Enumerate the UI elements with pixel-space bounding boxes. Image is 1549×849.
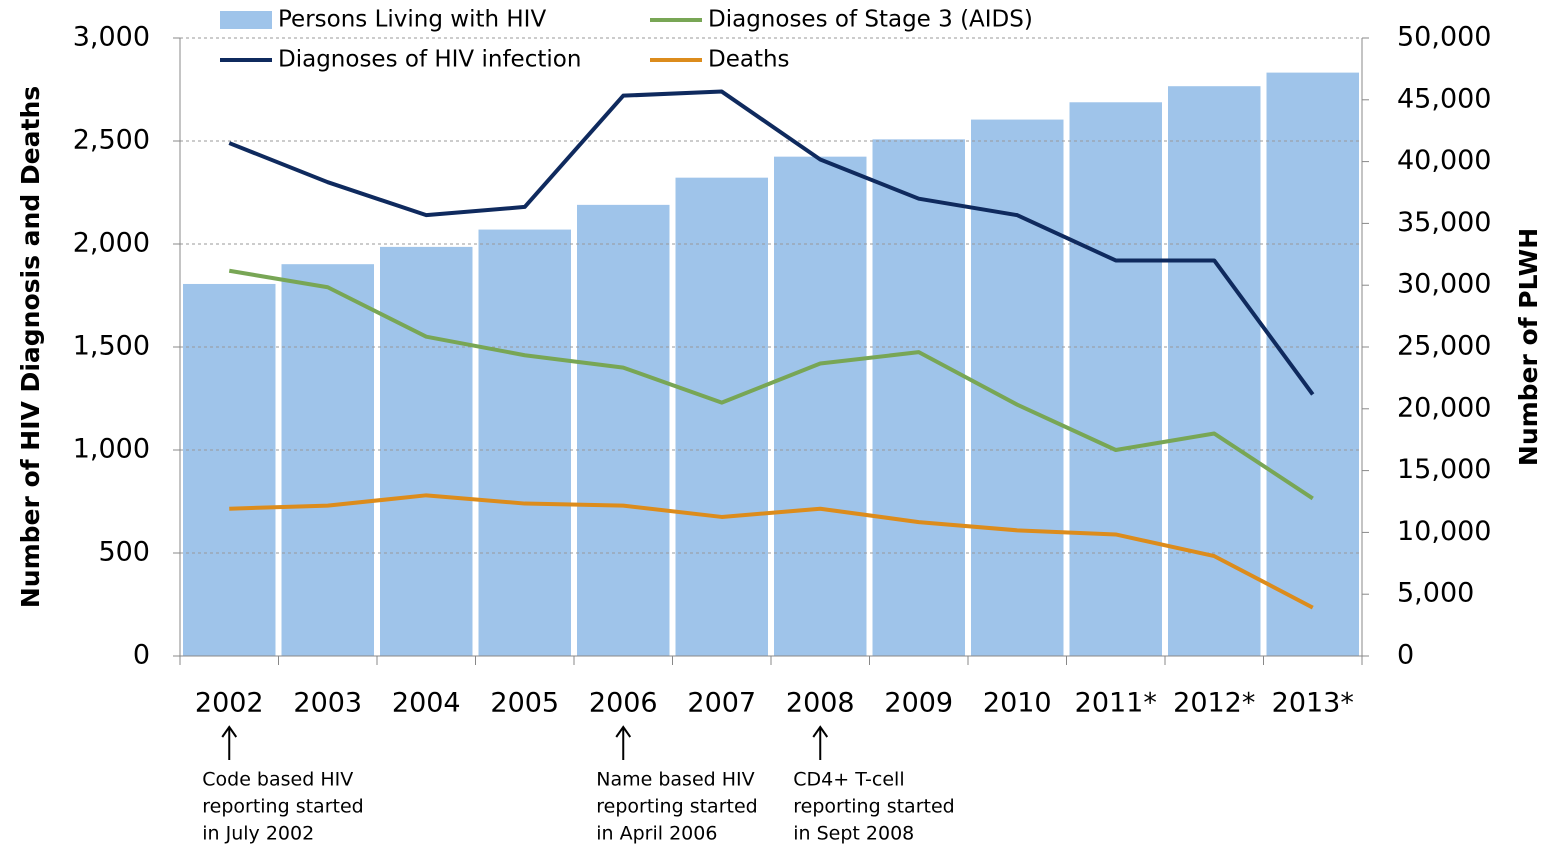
y2-tick-label: 40,000 <box>1397 145 1491 176</box>
bar <box>675 177 768 656</box>
legend-label: Diagnoses of HIV infection <box>278 47 581 73</box>
legend-label: Persons Living with HIV <box>278 7 546 33</box>
y2-tick-label: 5,000 <box>1397 578 1474 609</box>
bar <box>281 264 374 656</box>
y2-tick-label: 50,000 <box>1397 22 1491 53</box>
annotation-text: reporting started <box>596 796 757 818</box>
x-tick-label: 2008 <box>786 688 855 719</box>
x-tick-label: 2011* <box>1075 688 1157 719</box>
annotation-text: reporting started <box>202 796 363 818</box>
legend-swatch <box>220 11 272 29</box>
y-tick-label: 2,500 <box>73 125 150 156</box>
annotation-text: in July 2002 <box>202 823 314 845</box>
y2-tick-label: 35,000 <box>1397 207 1491 238</box>
x-tick-label: 2007 <box>687 688 756 719</box>
annotation-text: Code based HIV <box>202 769 353 791</box>
y2-tick-label: 45,000 <box>1397 83 1491 114</box>
x-tick-label: 2006 <box>589 688 658 719</box>
x-tick-label: 2002 <box>195 688 264 719</box>
bar <box>1168 86 1261 657</box>
x-tick-label: 2013* <box>1272 688 1354 719</box>
x-tick-label: 2012* <box>1173 688 1255 719</box>
bar <box>1266 72 1359 656</box>
y-tick-label: 1,000 <box>73 434 150 465</box>
line-series <box>229 493 1314 610</box>
y2-tick-label: 30,000 <box>1397 269 1491 300</box>
x-tick-label: 2009 <box>884 688 953 719</box>
y-tick-label: 500 <box>98 537 150 568</box>
y2-tick-label: 0 <box>1397 640 1414 671</box>
legend-label: Diagnoses of Stage 3 (AIDS) <box>708 7 1033 33</box>
y2-tick-label: 10,000 <box>1397 516 1491 547</box>
y2-tick-label: 20,000 <box>1397 392 1491 423</box>
y2-axis-title: Number of PLWH <box>1514 228 1543 466</box>
bar <box>1069 102 1162 657</box>
annotation-text: CD4+ T-cell <box>793 769 904 791</box>
annotation-text: reporting started <box>793 796 954 818</box>
legend-label: Deaths <box>708 47 790 73</box>
annotation-arrowhead <box>812 725 829 738</box>
x-tick-label: 2004 <box>392 688 461 719</box>
x-tick-label: 2005 <box>490 688 559 719</box>
bar <box>478 229 571 656</box>
y-tick-label: 3,000 <box>73 22 150 53</box>
line-series <box>228 268 1314 501</box>
y-axis-title: Number of HIV Diagnosis and Deaths <box>16 86 45 608</box>
bar <box>577 204 670 657</box>
bar <box>872 139 965 657</box>
y-tick-label: 0 <box>133 640 150 671</box>
annotation-text: Name based HIV <box>596 769 754 791</box>
y-tick-label: 2,000 <box>73 228 150 259</box>
x-tick-label: 2010 <box>983 688 1052 719</box>
line-series <box>228 89 1315 396</box>
annotation-arrowhead <box>221 725 238 738</box>
annotation-text: in April 2006 <box>596 823 717 845</box>
y2-tick-label: 15,000 <box>1397 454 1491 485</box>
y2-tick-label: 25,000 <box>1397 331 1491 362</box>
bar <box>183 283 276 656</box>
bar <box>774 156 867 656</box>
y-tick-label: 1,500 <box>73 331 150 362</box>
annotation-text: in Sept 2008 <box>793 823 914 845</box>
x-tick-label: 2003 <box>293 688 362 719</box>
annotation-arrowhead <box>615 725 632 738</box>
bar <box>380 246 473 656</box>
